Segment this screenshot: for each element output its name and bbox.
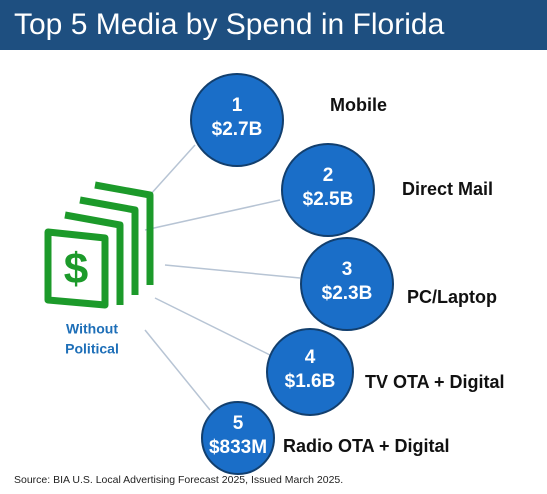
- rank: 5: [233, 413, 244, 434]
- media-name: TV OTA + Digital: [365, 372, 505, 392]
- rank-circle: [201, 401, 275, 475]
- rank-circle: [190, 73, 284, 167]
- spend: $2.5B: [303, 189, 354, 210]
- bill-back: [94, 181, 154, 285]
- media-name: Mobile: [330, 95, 387, 115]
- spend: $833M: [209, 437, 267, 458]
- connector: [164, 264, 301, 279]
- money-icon: $: [44, 181, 154, 309]
- dollar-sign: $: [64, 245, 88, 294]
- connector: [149, 144, 196, 196]
- rank: 2: [323, 165, 334, 186]
- connector: [144, 199, 281, 231]
- hub-label: Without: [66, 321, 118, 337]
- title: Top 5 Media by Spend in Florida: [14, 8, 445, 41]
- rank: 3: [342, 259, 353, 280]
- rank-circle: [281, 143, 375, 237]
- rank-circle: [300, 237, 394, 331]
- rank: 4: [305, 347, 316, 368]
- media-name: Radio OTA + Digital: [283, 436, 450, 456]
- connector: [154, 297, 271, 356]
- bill-mid: [79, 196, 139, 295]
- items: 1 $2.7B Mobile 2 $2.5B Direct Mail 3 $2.3B PC/La…: [190, 73, 505, 475]
- spend: $2.3B: [322, 283, 373, 304]
- source: Source: BIA U.S. Local Advertising Forec…: [14, 474, 343, 486]
- rank: 1: [232, 95, 243, 116]
- bill-front: [44, 228, 109, 309]
- rank-circle: [266, 328, 354, 416]
- spend: $1.6B: [285, 371, 336, 392]
- connector: [144, 329, 211, 411]
- hub-label: Political: [65, 341, 119, 357]
- connectors: [144, 144, 301, 411]
- spend: $2.7B: [212, 119, 263, 140]
- media-name: Direct Mail: [402, 179, 493, 199]
- bill-mid: [64, 211, 124, 305]
- media-name: PC/Laptop: [407, 287, 497, 307]
- title-bar: [0, 0, 547, 50]
